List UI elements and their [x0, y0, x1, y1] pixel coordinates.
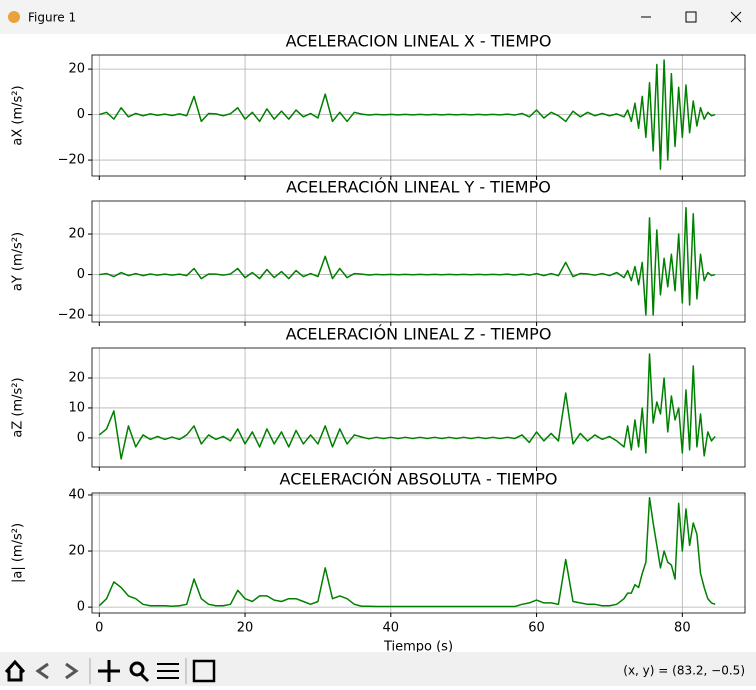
- y-tick-label: 0: [77, 267, 85, 282]
- y-tick-label: 10: [68, 400, 85, 415]
- y-tick-label: 20: [68, 227, 85, 242]
- y-tick-label: −20: [58, 308, 85, 323]
- data-line: [98, 353, 716, 460]
- axes-frame: [91, 492, 746, 614]
- data-line: [99, 206, 716, 316]
- y-tick-label: 0: [77, 600, 85, 615]
- y-axis-label: |a| (m/s²): [11, 523, 26, 583]
- x-tick-label: 80: [674, 621, 691, 636]
- home-button[interactable]: [4, 659, 26, 682]
- y-tick-label: 0: [77, 430, 85, 445]
- y-tick-label: 20: [68, 370, 85, 385]
- plots: ACELERACION LINEAL X - TIEMPO aX (m/s²) −2…: [11, 32, 746, 655]
- y-tick-label: 20: [68, 62, 85, 77]
- x-tick-label: 20: [237, 621, 254, 636]
- y-axis-label: aY (m/s²): [11, 232, 26, 291]
- chart-title: ACELERACIÓN LINEAL Y - TIEMPO: [286, 178, 551, 197]
- axes-frame: [91, 200, 746, 323]
- y-axis-label: aZ (m/s²): [11, 377, 26, 437]
- close-button[interactable]: [730, 11, 742, 23]
- axes-frame: [91, 347, 746, 468]
- pan-button[interactable]: [98, 660, 120, 682]
- status-text: (x, y) = (83.2, −0.5): [623, 664, 745, 678]
- axes-frame: [91, 54, 746, 177]
- forward-button[interactable]: [65, 662, 79, 680]
- maximize-button[interactable]: [685, 11, 697, 23]
- x-tick-label: 0: [95, 621, 103, 636]
- title-bar: [0, 0, 756, 34]
- y-tick-label: 20: [68, 544, 85, 559]
- y-tick-label: −20: [58, 153, 85, 168]
- toolbar: [0, 652, 756, 686]
- x-tick-label: 40: [383, 621, 400, 636]
- app-icon: [8, 11, 20, 23]
- window-title: Figure 1: [28, 11, 76, 25]
- chart-title: ACELERACIÓN ABSOLUTA - TIEMPO: [280, 470, 558, 489]
- y-tick-label: 0: [77, 107, 85, 122]
- x-tick-label: 60: [528, 621, 545, 636]
- back-button[interactable]: [35, 662, 49, 680]
- data-line: [98, 497, 716, 608]
- data-line: [99, 59, 716, 170]
- configure-button[interactable]: [157, 663, 179, 679]
- y-axis-label: aX (m/s²): [11, 85, 26, 145]
- chart-title: ACELERACIÓN LINEAL Z - TIEMPO: [286, 325, 552, 344]
- x-axis-label: Tiempo (s): [383, 640, 453, 655]
- zoom-button[interactable]: [129, 661, 150, 683]
- chart-title: ACELERACION LINEAL X - TIEMPO: [286, 32, 552, 51]
- save-button[interactable]: [192, 659, 216, 683]
- y-tick-label: 40: [68, 487, 85, 502]
